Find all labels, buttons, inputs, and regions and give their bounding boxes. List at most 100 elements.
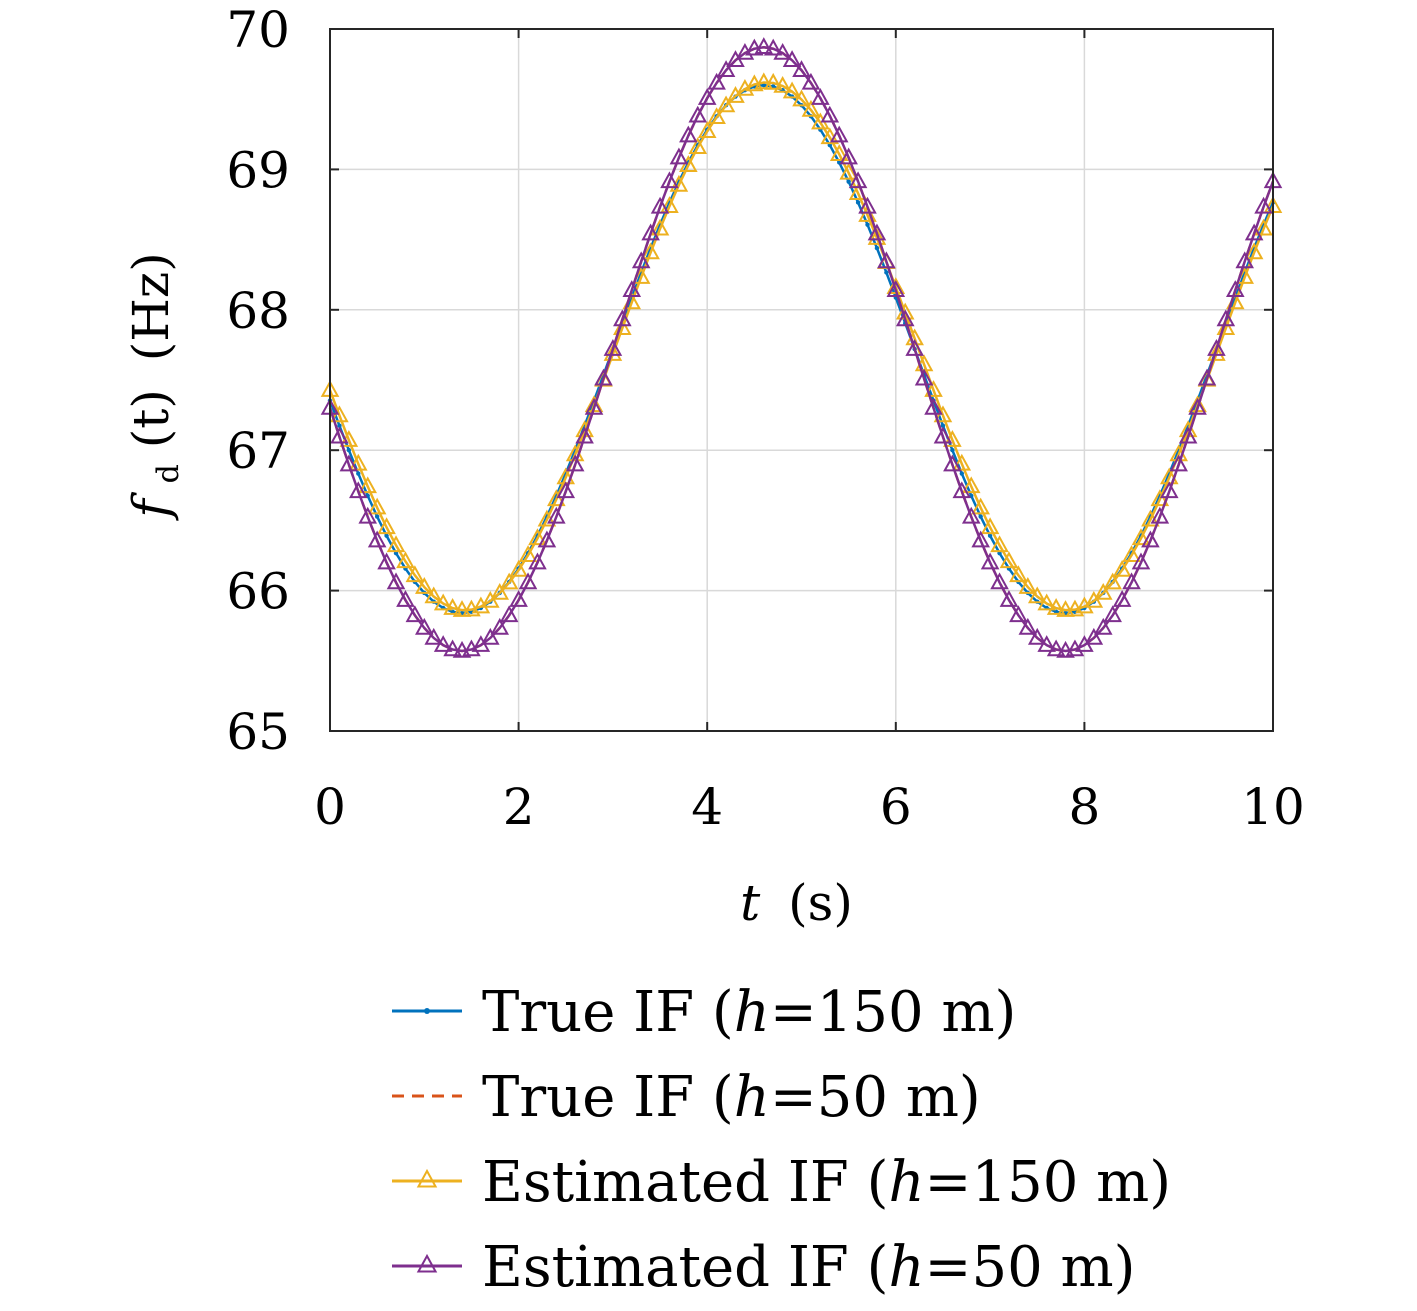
series-2-point-68 xyxy=(961,476,981,494)
series-3-point-27 xyxy=(575,426,594,444)
series-2-point-51 xyxy=(801,99,821,117)
series-3 xyxy=(320,37,1283,658)
series-3-point-13 xyxy=(443,639,462,657)
series-3-point-63 xyxy=(914,368,934,386)
series-3-point-87 xyxy=(1141,530,1160,548)
series-3-point-28 xyxy=(584,397,604,415)
y-tick-label-4: 69 xyxy=(226,141,290,199)
series-3-point-42 xyxy=(716,60,736,77)
series-3-point-18 xyxy=(490,617,510,635)
y-tick-label-2: 67 xyxy=(226,422,290,480)
x-axis-unit: (s) xyxy=(788,874,853,932)
y-tick-label-0: 65 xyxy=(226,703,290,761)
series-3-point-22 xyxy=(528,552,547,570)
legend-swatch-marker-2 xyxy=(416,1168,438,1188)
legend-label-pre-0: True IF ( xyxy=(482,980,734,1045)
legend-label-2: Estimated IF (h=150 m) xyxy=(482,1150,1171,1215)
legend-label-post-1: =50 m) xyxy=(770,1065,981,1130)
series-2-point-16 xyxy=(471,596,491,614)
series-3-point-59 xyxy=(877,251,896,269)
series-3-point-90 xyxy=(1169,454,1188,472)
series-2-point-24 xyxy=(547,489,566,507)
series-2-point-83 xyxy=(1103,572,1122,590)
series-3-point-34 xyxy=(641,223,660,241)
series-3-point-89 xyxy=(1159,481,1179,499)
legend-label-1: True IF (h=50 m) xyxy=(482,1065,981,1130)
series-2-point-67 xyxy=(952,453,972,471)
series-3-point-21 xyxy=(518,572,538,590)
series-2-point-9 xyxy=(405,565,425,583)
series-2-point-64 xyxy=(924,380,943,397)
series-2-point-31 xyxy=(613,318,632,335)
series-3-point-77 xyxy=(1046,639,1066,657)
y-axis-title: f d (t) (Hz) xyxy=(122,252,190,522)
y-tick-label-1: 66 xyxy=(226,563,290,621)
series-3-point-93 xyxy=(1197,368,1217,386)
series-2-point-41 xyxy=(707,107,726,125)
legend-item-1: True IF (h=50 m) xyxy=(392,1065,981,1130)
y-axis-unit: (Hz) xyxy=(122,252,180,361)
series-3-point-96 xyxy=(1225,280,1245,297)
series-3-point-84 xyxy=(1112,590,1132,607)
series-3-point-95 xyxy=(1216,309,1236,327)
series-0 xyxy=(327,82,1276,616)
series-2-point-10 xyxy=(415,577,434,594)
x-tick-label-3: 6 xyxy=(880,778,912,836)
series-2-point-58 xyxy=(867,228,887,245)
series-2-point-54 xyxy=(829,144,849,162)
series-2-point-98 xyxy=(1244,242,1264,260)
series-3-point-68 xyxy=(961,506,981,524)
series-3-point-52 xyxy=(811,88,830,105)
series-2-point-19 xyxy=(499,572,519,590)
series-0-point-66 xyxy=(950,447,955,453)
series-3-point-47 xyxy=(763,38,783,56)
legend-label-post-0: =150 m) xyxy=(770,980,1017,1045)
x-axis-var: t xyxy=(740,874,761,932)
series-2-point-80 xyxy=(1075,596,1094,614)
series-line-3 xyxy=(328,45,1275,653)
series-3-point-51 xyxy=(801,72,821,90)
series-3-point-46 xyxy=(754,37,774,55)
series-2-point-5 xyxy=(367,497,387,515)
y-tick-label-3: 68 xyxy=(226,282,290,340)
legend-swatch-marker-3 xyxy=(416,1253,438,1273)
series-3-point-38 xyxy=(679,125,698,143)
series-3-point-72 xyxy=(999,590,1019,607)
series-3-point-29 xyxy=(594,368,613,386)
series-3-point-64 xyxy=(924,397,943,415)
series-3-point-36 xyxy=(660,171,679,189)
series-3-point-82 xyxy=(1093,617,1113,635)
series-3-point-56 xyxy=(848,171,868,189)
series-2-point-49 xyxy=(782,81,802,99)
series-3-point-19 xyxy=(499,605,519,623)
legend-swatch-marker-0 xyxy=(424,1008,430,1014)
series-3-point-62 xyxy=(905,339,924,356)
series-2-point-72 xyxy=(999,551,1019,569)
series-line-0 xyxy=(328,83,1275,615)
series-3-point-53 xyxy=(820,105,840,123)
series-2-point-69 xyxy=(971,497,990,515)
series-3-point-60 xyxy=(886,280,906,297)
series-2-point-42 xyxy=(716,95,736,113)
series-2-point-21 xyxy=(518,545,538,562)
series-3-point-49 xyxy=(782,50,802,68)
series-3-point-2 xyxy=(339,454,359,472)
series-3-point-39 xyxy=(688,105,708,123)
series-3-point-88 xyxy=(1150,506,1170,524)
series-0-point-69 xyxy=(978,514,983,519)
series-2-point-4 xyxy=(358,476,378,494)
series-2-point-50 xyxy=(792,89,811,107)
series-3-point-1 xyxy=(330,426,349,444)
series-0-point-55 xyxy=(846,179,851,184)
series-3-point-67 xyxy=(952,481,972,499)
legend-label-0: True IF (h=150 m) xyxy=(482,980,1016,1045)
series-3-point-17 xyxy=(481,627,500,645)
series-0-point-57 xyxy=(865,222,870,227)
series-2-point-47 xyxy=(763,72,783,90)
series-2-point-95 xyxy=(1216,318,1236,335)
series-2-point-86 xyxy=(1131,528,1151,546)
legend-label-pre-2: Estimated IF ( xyxy=(482,1150,888,1215)
series-3-point-55 xyxy=(839,147,858,165)
series-2-point-55 xyxy=(839,162,858,180)
